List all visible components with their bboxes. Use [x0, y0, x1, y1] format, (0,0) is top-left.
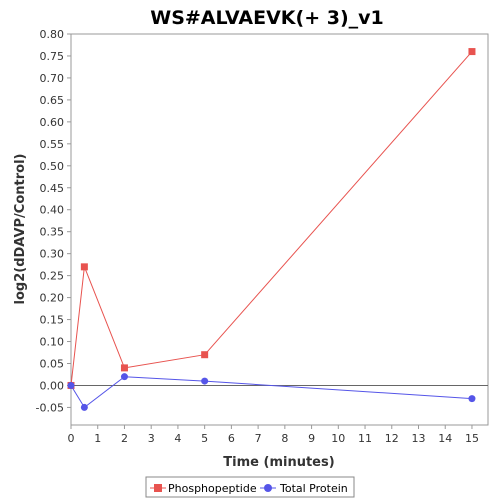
y-tick-label: 0.30 [40, 248, 65, 261]
data-point-total-protein [120, 373, 128, 381]
x-tick-label: 0 [68, 432, 75, 445]
y-tick-label: 0.10 [40, 336, 65, 349]
x-tick-label: 9 [308, 432, 315, 445]
chart-title: WS#ALVAEVK(+ 3)_v1 [150, 7, 384, 29]
y-tick-label: 0.45 [40, 182, 65, 195]
y-tick-label: 0.50 [40, 160, 65, 173]
y-tick-label: 0.75 [40, 50, 65, 63]
x-tick-label: 8 [281, 432, 288, 445]
x-tick-label: 10 [331, 432, 345, 445]
x-tick-label: 11 [358, 432, 372, 445]
data-point-total-protein [67, 381, 75, 389]
y-tick-label: 0.60 [40, 116, 65, 129]
x-tick-label: 1 [94, 432, 101, 445]
y-tick-label: 0.05 [40, 357, 65, 370]
y-tick-label: 0.70 [40, 72, 65, 85]
y-tick-label: 0.80 [40, 28, 65, 41]
series-layer [67, 48, 476, 411]
data-point-phosphopeptide [201, 351, 209, 359]
y-tick-label: 0.55 [40, 138, 65, 151]
x-tick-label: 14 [438, 432, 452, 445]
plot-area [70, 33, 489, 426]
legend-label-total-protein: Total Protein [279, 482, 348, 495]
y-axis-label: log2(dDAVP/Control) [13, 154, 28, 305]
data-point-total-protein [201, 377, 209, 385]
x-tick-label: 12 [385, 432, 399, 445]
x-tick-label: 3 [148, 432, 155, 445]
y-tick-label: 0.15 [40, 314, 65, 327]
x-tick-label: 5 [201, 432, 208, 445]
data-point-total-protein [468, 395, 476, 403]
data-point-total-protein [80, 403, 88, 411]
legend-marker-total-protein [264, 484, 272, 492]
y-tick-label: 0.25 [40, 270, 65, 283]
data-point-phosphopeptide [80, 263, 88, 271]
x-tick-label: 2 [121, 432, 128, 445]
y-tick-label: 0.20 [40, 292, 65, 305]
y-tick-label: 0.65 [40, 94, 65, 107]
legend-box [145, 476, 355, 498]
y-axis: -0.05 0.00 0.05 0.10 0.15 0.20 0.25 0.30 0.35 0.4… [36, 28, 71, 414]
data-point-phosphopeptide [120, 364, 128, 372]
data-point-phosphopeptide [468, 48, 476, 56]
legend-marker-phosphopeptide [154, 484, 162, 492]
x-axis: 0 1 2 3 4 5 6 7 8 9 10 11 12 13 14 15 [68, 425, 479, 445]
y-tick-label: 0.40 [40, 204, 65, 217]
x-tick-label: 7 [255, 432, 262, 445]
legend: Phosphopeptide Total Protein [145, 476, 355, 498]
y-tick-label: -0.05 [36, 401, 64, 414]
x-tick-label: 15 [465, 432, 479, 445]
x-axis-label: Time (minutes) [223, 455, 334, 470]
x-tick-label: 6 [228, 432, 235, 445]
y-tick-label: 0.35 [40, 226, 65, 239]
y-tick-label: 0.00 [40, 379, 65, 392]
x-tick-label: 13 [412, 432, 426, 445]
x-tick-label: 4 [174, 432, 181, 445]
legend-label-phosphopeptide: Phosphopeptide [168, 482, 257, 495]
